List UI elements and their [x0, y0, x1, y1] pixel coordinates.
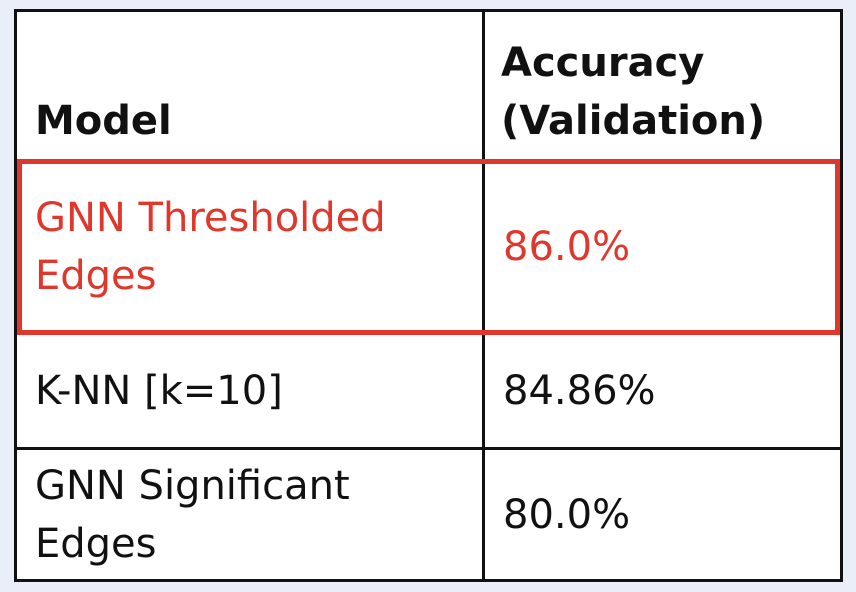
model-name-line1: GNN Significant — [35, 462, 350, 509]
results-table: Model Accuracy (Validation) GNN Threshol… — [14, 9, 843, 582]
model-name-line1: GNN Thresholded — [35, 195, 386, 241]
table-row-model: GNN Thresholded Edges — [35, 162, 475, 332]
table-row-model: K-NN [k=10] — [35, 335, 475, 447]
row-separator — [17, 447, 840, 450]
table-row-accuracy: 86.0% — [503, 162, 833, 332]
column-divider — [482, 12, 485, 579]
model-name-line2: Edges — [35, 253, 157, 299]
table-row-model: GNN Significant Edges — [35, 450, 475, 579]
table-row-accuracy: 80.0% — [503, 450, 833, 579]
header-accuracy-line2: (Validation) — [501, 98, 766, 144]
header-model-label: Model — [35, 98, 172, 144]
header-accuracy: Accuracy (Validation) — [501, 12, 831, 150]
model-name-line2: Edges — [35, 520, 157, 567]
header-model: Model — [35, 12, 475, 150]
table-row-accuracy: 84.86% — [503, 335, 833, 447]
model-name-line1: K-NN [k=10] — [35, 368, 283, 414]
accuracy-value: 86.0% — [503, 224, 631, 270]
accuracy-value: 80.0% — [503, 491, 631, 538]
accuracy-value: 84.86% — [503, 368, 656, 414]
header-accuracy-line1: Accuracy — [501, 40, 705, 86]
